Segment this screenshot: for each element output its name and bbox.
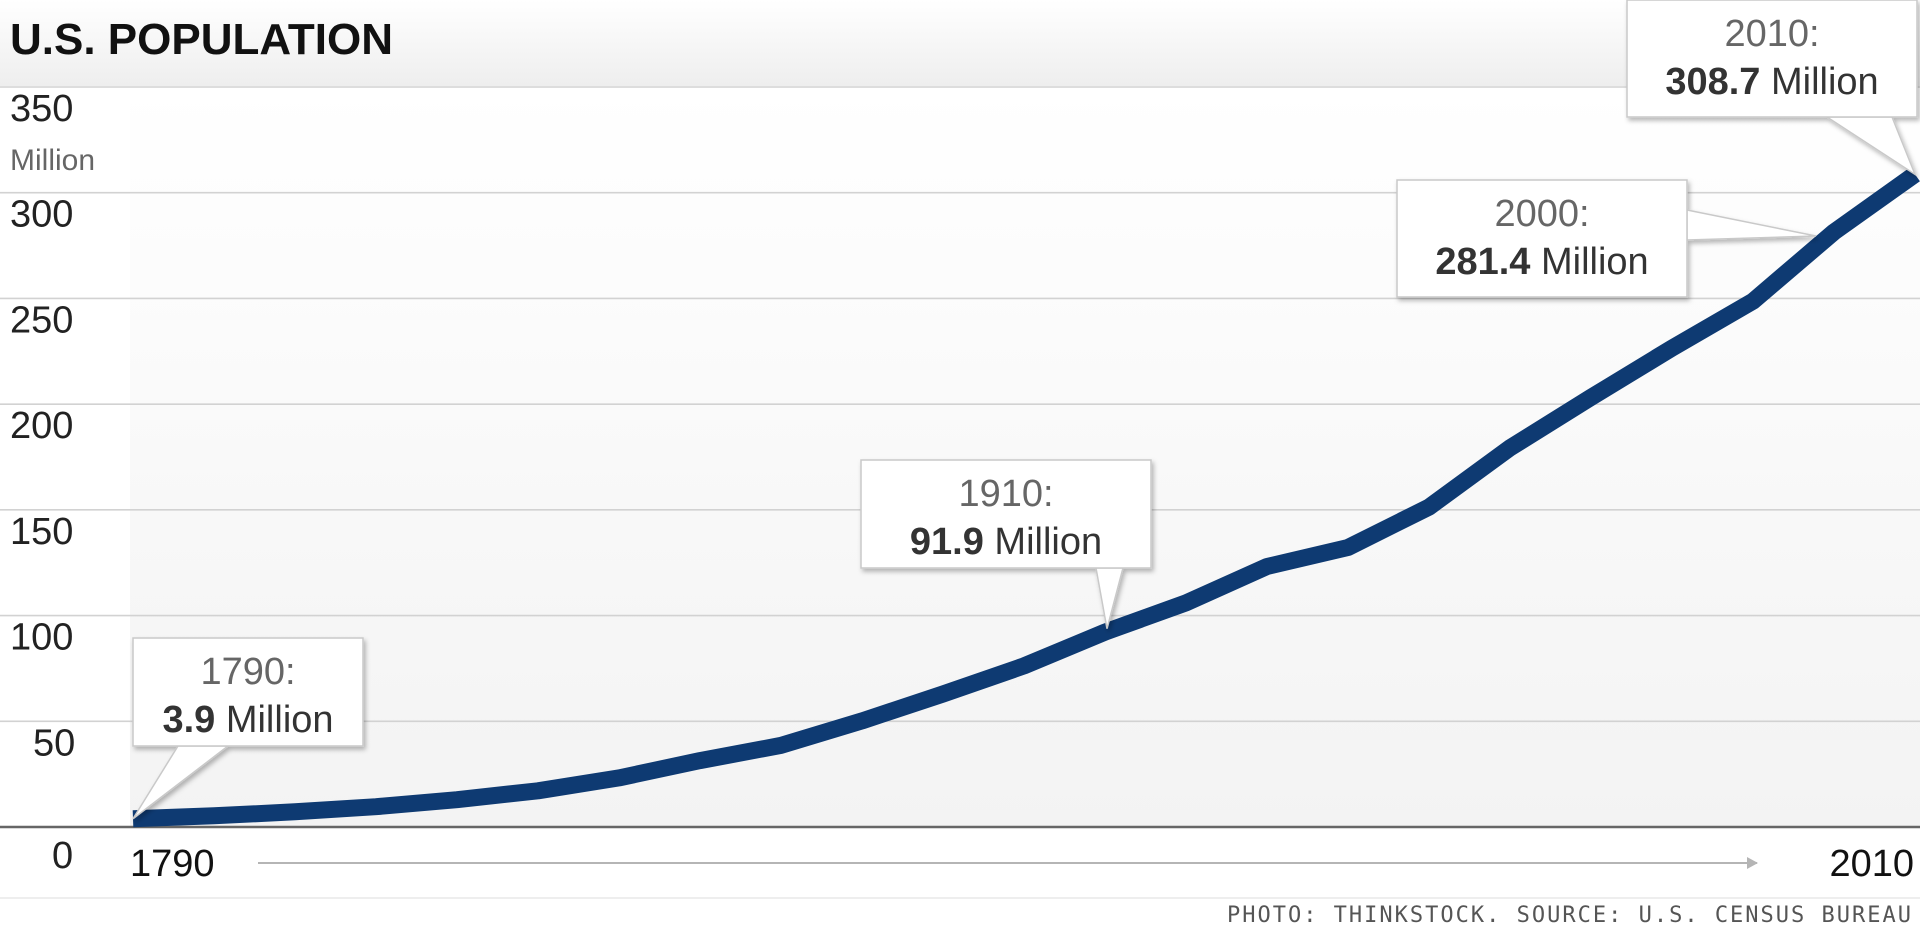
population-line (132, 167, 1920, 828)
y-tick-label: 200 (10, 405, 73, 447)
callout-value-label: 308.7 Million (1665, 61, 1878, 103)
callout-1790 (132, 637, 364, 820)
y-axis-ticks: 0 50 100 150 200 250 300 350 (10, 88, 75, 877)
y-tick-label: 300 (10, 194, 73, 236)
series-layer (132, 167, 1920, 828)
y-axis-unit-label: Million (10, 144, 95, 177)
y-tick-label: 250 (10, 299, 73, 341)
callout-2010 (1626, 0, 1918, 177)
chart-title: U.S. POPULATION (10, 15, 393, 64)
callout-value-unit: Million (1760, 61, 1878, 103)
y-tick-label: 100 (10, 617, 73, 659)
callout-value-label: 3.9 Million (162, 699, 333, 741)
callout-year-label: 2000: (1494, 193, 1589, 235)
callout-year-label: 1790: (200, 651, 295, 693)
y-tick-label: 50 (33, 722, 75, 764)
callout-value-number: 3.9 (162, 699, 215, 741)
callout-2000 (1396, 179, 1817, 298)
callout-value-label: 281.4 Million (1435, 241, 1648, 283)
source-note: PHOTO: THINKSTOCK. SOURCE: U.S. CENSUS B… (1227, 903, 1913, 928)
callout-year-label: 2010: (1724, 13, 1819, 55)
callout-box (132, 637, 364, 747)
title-band (0, 0, 1920, 86)
callout-box (1396, 179, 1688, 298)
y-tick-label: 150 (10, 511, 73, 553)
y-tick-label: 0 (52, 835, 73, 877)
callout-year-label: 1910: (958, 473, 1053, 515)
callout-value-number: 308.7 (1665, 61, 1760, 103)
y-tick-label: 350 (10, 88, 73, 130)
callout-value-number: 91.9 (910, 521, 984, 563)
callout-value-label: 91.9 Million (910, 521, 1102, 563)
callout-value-unit: Million (1530, 241, 1648, 283)
callout-1910 (860, 459, 1152, 629)
callout-box (860, 459, 1152, 569)
callout-layer: 1790: 3.9 Million 1910: 91.9 Million 2000: 28… (132, 0, 1918, 820)
callout-value-number: 281.4 (1435, 241, 1530, 283)
x-axis-start-label: 1790 (130, 843, 215, 885)
callout-box (1626, 0, 1918, 118)
x-axis-end-label: 2010 (1829, 843, 1914, 885)
callout-value-unit: Million (984, 521, 1102, 563)
callout-value-unit: Million (215, 699, 333, 741)
